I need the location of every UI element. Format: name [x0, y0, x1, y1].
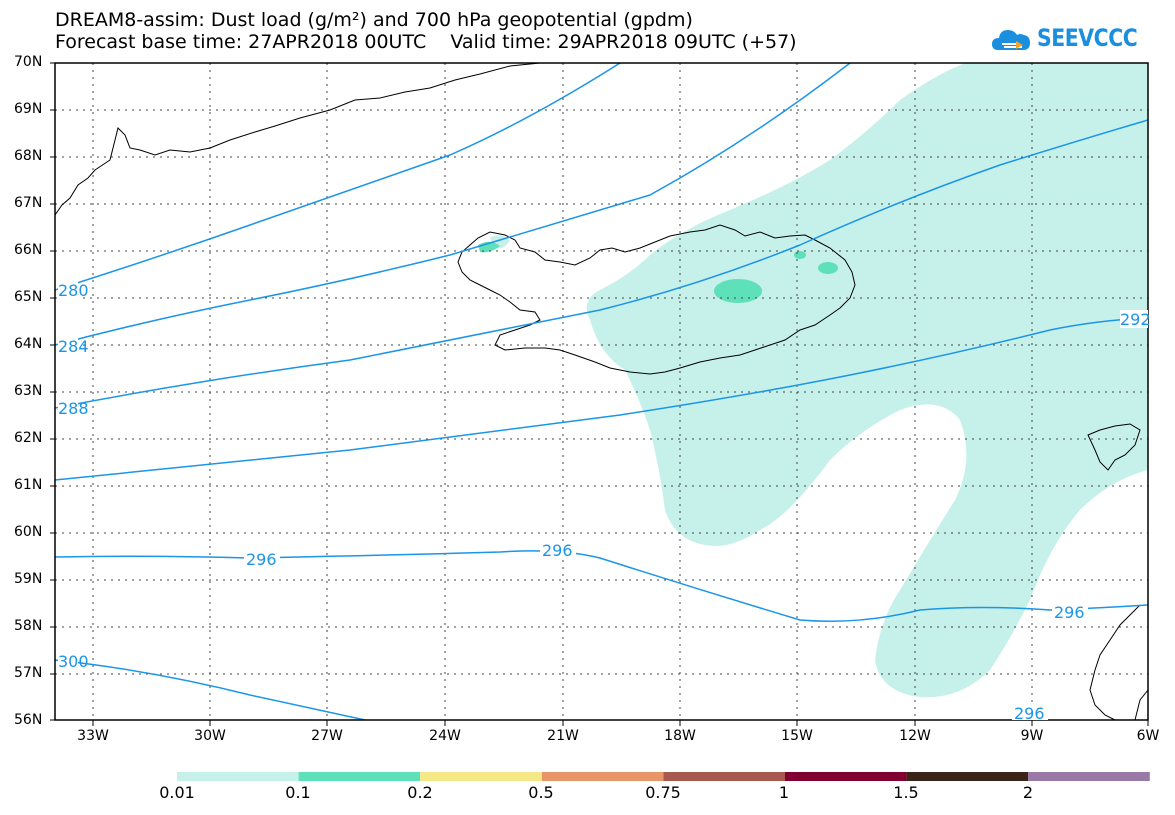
- lat-label-62N: 62N: [14, 430, 43, 446]
- lat-label-66N: 66N: [14, 242, 43, 258]
- colorbar-label-0: 0.01: [159, 783, 195, 802]
- colorbar-label-4: 0.75: [645, 783, 681, 802]
- contour-label-284: 284: [58, 337, 89, 356]
- contour-label-296-d: 296: [1014, 704, 1045, 723]
- contour-280: [55, 63, 621, 291]
- lat-label-64N: 64N: [14, 336, 43, 352]
- contour-292: [55, 317, 1148, 481]
- seevccc-logo-icon: [992, 30, 1030, 50]
- lat-label-69N: 69N: [14, 101, 43, 117]
- lat-label-70N: 70N: [14, 54, 43, 70]
- contour-label-280: 280: [58, 281, 89, 300]
- lon-label-27W: 27W: [311, 728, 343, 744]
- lat-label-67N: 67N: [14, 195, 43, 211]
- colorbar-label-7: 2: [1022, 783, 1034, 802]
- dust-area-mid-1: [714, 279, 762, 303]
- lat-label-60N: 60N: [14, 524, 43, 540]
- contour-label-300: 300: [58, 652, 89, 671]
- colorbar-segment-2: [420, 772, 542, 781]
- greenland-coast: [55, 63, 541, 216]
- contour-label-296-a: 296: [246, 550, 277, 569]
- lon-label-21W: 21W: [547, 728, 579, 744]
- lon-label-30W: 30W: [194, 728, 226, 744]
- dust-area-mid-3: [794, 251, 806, 259]
- dust-area-light: [586, 63, 1148, 698]
- colorbar-label-6: 1.5: [893, 783, 919, 802]
- contour-label-296-b: 296: [542, 541, 573, 560]
- logo-text: SEEVCCC: [1037, 24, 1138, 52]
- lat-label-59N: 59N: [14, 571, 43, 587]
- lat-label-58N: 58N: [14, 618, 43, 634]
- colorbar-segment-1: [298, 772, 421, 781]
- lat-label-63N: 63N: [14, 383, 43, 399]
- lon-label-33W: 33W: [77, 728, 109, 744]
- lon-label-6W: 6W: [1136, 728, 1160, 744]
- colorbar-segment-4: [663, 772, 785, 781]
- dust-area-mid-2: [818, 262, 838, 274]
- contour-300: [55, 659, 366, 720]
- colorbar-segment-7: [1028, 772, 1150, 781]
- colorbar-segment-3: [541, 772, 664, 781]
- colorbar-segment-0: [177, 772, 299, 781]
- lon-label-24W: 24W: [429, 728, 461, 744]
- lon-label-18W: 18W: [664, 728, 696, 744]
- colorbar-label-2: 0.2: [407, 783, 433, 802]
- iceland-coast: [457, 224, 856, 375]
- lat-label-57N: 57N: [14, 665, 43, 681]
- contour-284: [55, 63, 851, 346]
- contour-label-292: 292: [1120, 310, 1151, 329]
- lon-label-12W: 12W: [899, 728, 931, 744]
- lon-label-15W: 15W: [781, 728, 813, 744]
- colorbar-label-5: 1: [778, 783, 790, 802]
- contour-label-296-c: 296: [1054, 603, 1085, 622]
- lat-label-61N: 61N: [14, 477, 43, 493]
- colorbar-segment-5: [785, 772, 907, 781]
- forecast-time-subtitle: Forecast base time: 27APR2018 00UTC Vali…: [55, 31, 797, 53]
- lat-label-56N: 56N: [14, 712, 43, 728]
- map-title: DREAM8-assim: Dust load (g/m²) and 700 h…: [55, 9, 693, 31]
- lat-label-68N: 68N: [14, 148, 43, 164]
- axis-ticks: [50, 62, 1149, 726]
- contour-label-group: 280 284 288 292 296 296 296 296 300: [58, 281, 1151, 723]
- faroe-islands-coast: [1087, 423, 1141, 471]
- colorbar-label-3: 0.5: [528, 783, 554, 802]
- colorbar-segment-6: [906, 772, 1029, 781]
- contour-label-288: 288: [58, 399, 89, 418]
- colorbar: [177, 772, 1150, 781]
- scotland-coast: [1089, 604, 1148, 720]
- colorbar-label-1: 0.1: [285, 783, 311, 802]
- lat-label-65N: 65N: [14, 289, 43, 305]
- coastlines: [55, 63, 1148, 720]
- lon-label-9W: 9W: [1020, 728, 1044, 744]
- contour-288: [55, 119, 1148, 409]
